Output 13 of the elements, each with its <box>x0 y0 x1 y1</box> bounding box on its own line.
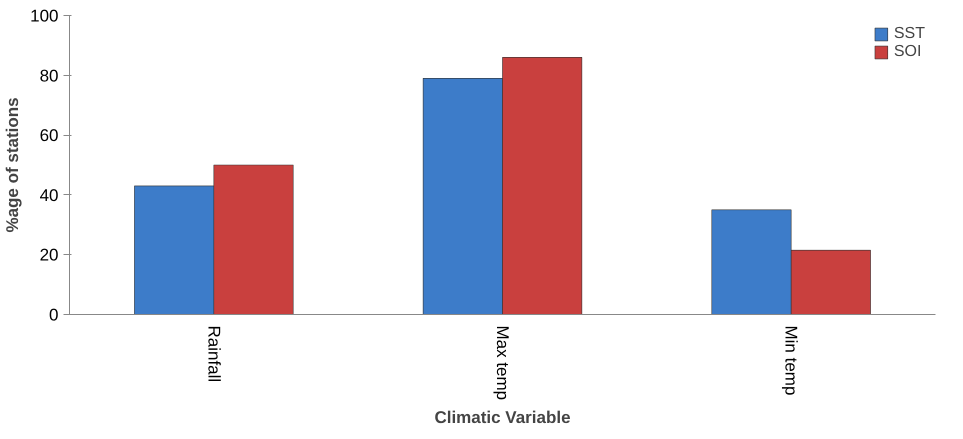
y-tick-label: 20 <box>40 246 59 265</box>
y-tick-label: 40 <box>40 186 59 205</box>
legend-label: SOI <box>894 43 922 61</box>
x-axis-title: Climatic Variable <box>434 408 571 428</box>
y-tick-label: 100 <box>30 6 59 26</box>
y-tick-label: 0 <box>49 306 59 324</box>
y-tick-label: 80 <box>40 66 59 86</box>
x-tick-label: Max temp <box>493 326 512 400</box>
y-tick-label: 60 <box>40 126 59 146</box>
x-tick-label: Min temp <box>782 326 801 396</box>
y-axis-title: %age of stations <box>3 97 22 233</box>
x-tick-label: Rainfall <box>204 326 224 382</box>
legend-label: SST <box>894 25 925 43</box>
